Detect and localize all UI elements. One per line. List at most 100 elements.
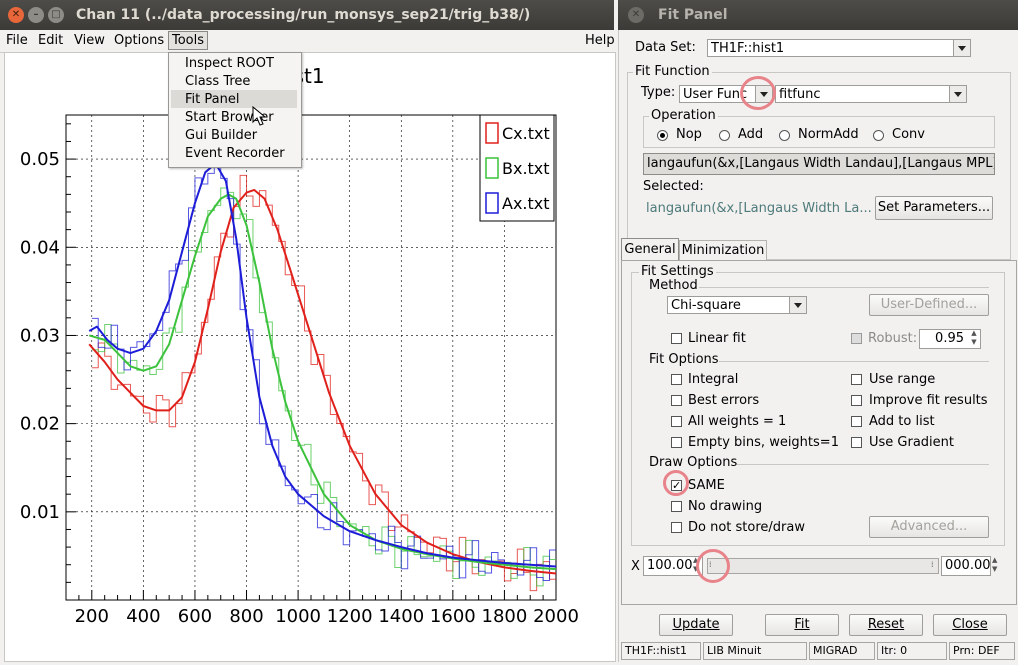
user-defined-button[interactable]: User-Defined... [869, 294, 989, 316]
same-label: SAME [688, 478, 725, 493]
method-combo[interactable]: Chi-square [667, 296, 807, 314]
highlight-circle-same [663, 470, 689, 496]
status-dataset: TH1F::hist1 [621, 642, 701, 660]
empty-bins-label: Empty bins, weights=1 [688, 435, 839, 450]
chevron-down-icon[interactable] [953, 40, 970, 56]
plot-canvas[interactable]: 200 400 600 800 1000 1200 1400 1600 1800 2000 0.01… [4, 52, 616, 662]
menu-tools[interactable]: Tools [168, 31, 209, 50]
best-errors-checkbox[interactable] [671, 395, 682, 406]
operation-group [643, 116, 995, 148]
menubar: File Edit View Options Tools Help [0, 30, 615, 53]
x-tick-label: 2000 [533, 606, 579, 627]
all-weights-checkbox[interactable] [671, 416, 682, 427]
x-tick-label: 1800 [482, 606, 528, 627]
maximize-window-icon[interactable]: □ [48, 7, 64, 23]
robust-stepper[interactable]: ▲ ▼ [971, 329, 977, 346]
x-range-slider[interactable] [707, 558, 939, 574]
formula-field[interactable]: langaufun(&x,[Langaus Width Landau],[Lan… [643, 153, 995, 175]
op-add-label: Add [738, 127, 764, 142]
improve-fit-checkbox[interactable] [851, 395, 862, 406]
robust-label: Robust: [868, 331, 918, 346]
x-max-field[interactable]: 000.00 [941, 556, 991, 576]
x-min-field[interactable]: 100.00 [643, 556, 703, 576]
x-tick-label: 200 [75, 606, 109, 627]
fit-function-group [627, 72, 1011, 260]
improve-fit-label: Improve fit results [869, 393, 988, 408]
fit-curve-ax [88, 162, 557, 568]
no-drawing-label: No drawing [688, 499, 763, 514]
y-tick-label: 0.04 [20, 237, 60, 258]
op-nop-radio[interactable] [657, 130, 668, 141]
integral-label: Integral [688, 372, 739, 387]
status-print: Prn: DEF [949, 642, 1015, 660]
minimize-window-icon[interactable]: – [28, 7, 44, 23]
function-combo[interactable]: fitfunc [775, 85, 967, 103]
y-tick-label: 0.02 [20, 414, 60, 435]
menu-help[interactable]: Help [585, 33, 615, 48]
x-tick-label: 1200 [327, 606, 373, 627]
menu-item-inspect-root[interactable]: Inspect ROOT [185, 56, 274, 71]
data-set-label: Data Set: [635, 40, 696, 55]
add-to-list-label: Add to list [869, 414, 935, 429]
advanced-button[interactable]: Advanced... [869, 516, 989, 538]
operation-title: Operation [649, 108, 718, 123]
robust-checkbox[interactable] [851, 333, 862, 344]
menu-options[interactable]: Options [114, 33, 165, 48]
fit-settings-title: Fit Settings [639, 264, 716, 279]
tools-dropdown-menu: Inspect ROOT Class Tree Fit Panel Start … [168, 52, 302, 168]
linear-fit-label: Linear fit [688, 331, 746, 346]
x-min-stepper[interactable]: ▲ ▼ [693, 556, 699, 573]
tab-general[interactable]: General [621, 238, 679, 260]
type-label: Type: [641, 85, 676, 100]
status-iterations: Itr: 0 [877, 642, 947, 660]
menu-item-event-recorder[interactable]: Event Recorder [185, 146, 285, 161]
use-gradient-label: Use Gradient [869, 435, 955, 450]
update-button[interactable]: Update [659, 614, 733, 636]
data-set-combo[interactable]: TH1F::hist1 [707, 39, 971, 57]
x-tick-label: 1600 [430, 606, 476, 627]
close-window-icon[interactable]: ✕ [628, 7, 644, 23]
do-not-store-checkbox[interactable] [671, 522, 682, 533]
slider-handle-right[interactable]: ⁞ [931, 560, 934, 569]
linear-fit-checkbox[interactable] [671, 333, 682, 344]
use-range-checkbox[interactable] [851, 374, 862, 385]
no-drawing-checkbox[interactable] [671, 501, 682, 512]
integral-checkbox[interactable] [671, 374, 682, 385]
legend-swatch [485, 157, 499, 179]
tab-minimization[interactable]: Minimization [679, 240, 767, 260]
legend-swatch [485, 122, 499, 144]
draw-options-title: Draw Options [649, 455, 738, 470]
mouse-cursor-icon [252, 106, 266, 126]
add-to-list-checkbox[interactable] [851, 416, 862, 427]
empty-bins-checkbox[interactable] [671, 437, 682, 448]
menu-item-fit-panel[interactable]: Fit Panel [171, 90, 297, 108]
menu-item-class-tree[interactable]: Class Tree [185, 74, 251, 89]
y-tick-label: 0.01 [20, 502, 60, 523]
reset-button[interactable]: Reset [849, 614, 923, 636]
chevron-down-icon[interactable] [949, 86, 966, 102]
x-range-label: X [631, 559, 640, 574]
selected-label: Selected: [643, 179, 704, 194]
x-max-stepper[interactable]: ▲ ▼ [992, 556, 998, 573]
op-add-radio[interactable] [719, 130, 730, 141]
divider [737, 464, 989, 465]
divider [699, 287, 989, 288]
op-normadd-radio[interactable] [779, 130, 790, 141]
menu-item-start-browser[interactable]: Start Browser [185, 110, 274, 125]
menu-item-gui-builder[interactable]: Gui Builder [185, 128, 258, 143]
set-parameters-button[interactable]: Set Parameters... [875, 196, 993, 220]
fit-button[interactable]: Fit [765, 614, 839, 636]
menu-edit[interactable]: Edit [38, 33, 64, 48]
close-button[interactable]: Close [933, 614, 1007, 636]
chevron-down-icon[interactable] [789, 297, 806, 313]
op-conv-radio[interactable] [873, 130, 884, 141]
close-window-icon[interactable]: ✕ [8, 7, 24, 23]
robust-value-field[interactable]: 0.95 [919, 329, 981, 349]
divider [719, 361, 989, 362]
histogram-ax [91, 162, 556, 581]
use-gradient-checkbox[interactable] [851, 437, 862, 448]
legend-box [479, 114, 555, 222]
legend-label: Bx.txt [502, 159, 550, 178]
menu-file[interactable]: File [6, 33, 28, 48]
menu-view[interactable]: View [74, 33, 105, 48]
